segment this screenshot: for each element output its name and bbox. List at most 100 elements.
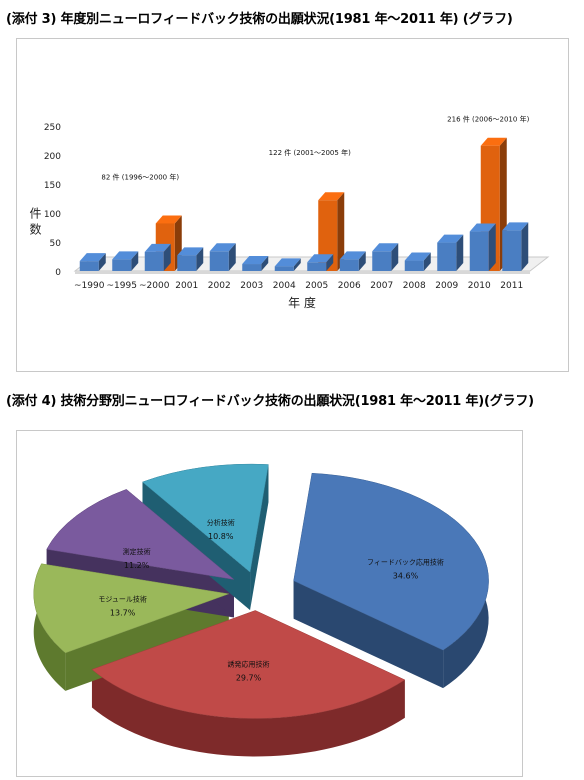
x-tick-label: 2003	[240, 281, 263, 291]
pie-chart: フィードバック応用技術 34.6% 誘発応用技術 29.7% モジュール技術 13.7% 測…	[33, 463, 489, 757]
bar-2003-front	[242, 264, 262, 271]
x-tick-label: ~1990	[74, 281, 105, 291]
y-tick-label: 100	[44, 210, 61, 220]
slice-outer-wall	[33, 563, 66, 691]
bar-2011-top	[502, 222, 529, 231]
bar-~2000	[144, 243, 171, 271]
floor-edge	[75, 271, 530, 274]
total-annotation: 122 件 (2001～2005 年)	[269, 148, 351, 157]
slice-label: 誘発応用技術	[228, 660, 270, 669]
slice-percent: 13.7%	[110, 608, 136, 617]
pie-slice	[91, 610, 406, 719]
x-axis: ~1990 ~1995 ~2000 2001 2002 2003 2004 2005 2006 2…	[74, 281, 523, 291]
bar-2004-side	[293, 258, 301, 271]
bar-~1990-top	[79, 253, 106, 262]
bar-2001-top	[177, 247, 204, 256]
pie-slice	[46, 489, 235, 580]
y-axis: 0 50 100 150 200 250	[44, 123, 61, 278]
total-annotation: 216 件 (2006～2010 年)	[447, 115, 529, 124]
bar-2005	[307, 254, 334, 271]
bar-2011-front	[502, 230, 522, 271]
bar-~1990	[79, 253, 106, 271]
slice-label: フィードバック応用技術	[367, 557, 444, 566]
x-tick-label: 2004	[273, 281, 296, 291]
x-tick-label: 2010	[468, 281, 491, 291]
bar-~2000-front	[144, 251, 164, 271]
pie-slice	[141, 463, 269, 573]
x-tick-label: 2006	[338, 281, 361, 291]
bar-~1995-side	[131, 251, 139, 271]
bar-chart-panel: 0 50 100 150 200 250 82 件 (1996～2000 年) 122 件 …	[16, 38, 569, 372]
bar-~1995-front	[112, 259, 132, 271]
y-tick-label: 0	[55, 268, 61, 278]
bar-2004-front	[274, 266, 294, 271]
pie-labels: フィードバック応用技術 34.6% 誘発応用技術 29.7% モジュール技術 13.7% 測…	[98, 518, 444, 683]
total-bar-~2000-top	[155, 215, 182, 224]
y-tick-label: 50	[50, 239, 62, 249]
x-tick-label: 2008	[403, 281, 426, 291]
slice-outer-wall	[91, 669, 405, 757]
y-tick-label: 250	[44, 123, 61, 133]
y-tick-label: 150	[44, 181, 61, 191]
pie-chart-panel: フィードバック応用技術 34.6% 誘発応用技術 29.7% モジュール技術 13.7% 測…	[16, 430, 523, 777]
slice-label: モジュール技術	[98, 594, 147, 603]
bar-2011-side	[521, 222, 529, 271]
pie-chart-caption: (添付 4) 技術分野別ニューロフィードバック技術の出願状況(1981 年～20…	[6, 394, 534, 409]
x-tick-label: ~1995	[107, 281, 137, 291]
slice-label: 分析技術	[207, 518, 235, 527]
bar-~1990-side	[98, 253, 106, 271]
bar-2003-side	[261, 256, 269, 271]
bar-~2000-top	[144, 243, 171, 252]
total-bar-2005-side	[337, 192, 345, 271]
total-bar-2005-top	[318, 192, 345, 201]
bar-2010-side	[488, 223, 496, 271]
pie-slice	[293, 472, 489, 651]
y-axis-label: 件 数	[28, 207, 42, 236]
bar-2008	[404, 252, 431, 271]
bar-2005-front	[307, 262, 327, 271]
bar-2005-top	[307, 254, 334, 263]
bar-2009-top	[437, 234, 464, 243]
pie-slice	[33, 563, 230, 654]
slice-percent: 11.2%	[124, 561, 150, 570]
bar-2006	[339, 251, 366, 271]
bar-2004	[274, 258, 301, 271]
bar-2009-front	[437, 242, 457, 271]
bar-2008-side	[423, 252, 431, 271]
x-axis-label: 年 度	[288, 295, 316, 310]
x-tick-label: 2011	[500, 281, 523, 291]
bar-2001	[177, 247, 204, 271]
x-tick-label: 2007	[370, 281, 393, 291]
slice-percent: 34.6%	[393, 571, 419, 580]
bar-~1990-front	[79, 261, 99, 271]
bar-2006-top	[339, 251, 366, 260]
bar-2001-front	[177, 255, 197, 271]
x-tick-label: 2001	[175, 281, 198, 291]
bar-2003	[242, 256, 269, 271]
bar-2007-side	[391, 243, 399, 271]
x-tick-label: ~2000	[139, 281, 170, 291]
slice-percent: 10.8%	[208, 532, 234, 541]
bar-2002-side	[228, 243, 236, 271]
bar-2005-side	[326, 254, 334, 271]
bar-2007	[372, 243, 399, 271]
bar-2011	[502, 222, 529, 271]
x-tick-label: 2009	[435, 281, 458, 291]
bar-2007-top	[372, 243, 399, 252]
bar-chart: 0 50 100 150 200 250 82 件 (1996～2000 年) 122 件 …	[28, 115, 550, 310]
bar-2002	[209, 243, 236, 271]
bar-2003-top	[242, 256, 269, 265]
bar-~1995-top	[112, 251, 139, 260]
slice-wall	[142, 482, 251, 611]
bar-2009-side	[456, 234, 464, 271]
bar-chart-caption: (添付 3) 年度別ニューロフィードバック技術の出願状況(1981 年～2011…	[6, 12, 513, 27]
x-tick-label: 2002	[208, 281, 231, 291]
bar-2010	[469, 223, 496, 271]
pie-slices	[33, 463, 489, 719]
total-bar-2005-front	[318, 200, 338, 271]
bar-2006-side	[358, 251, 366, 271]
bar-2004-top	[274, 258, 301, 267]
bar-~2000-side	[163, 243, 171, 271]
total-bar-2005	[318, 192, 345, 271]
bar-2008-front	[404, 260, 424, 271]
